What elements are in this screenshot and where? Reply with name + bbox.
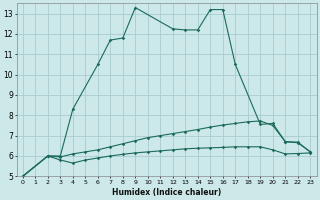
- X-axis label: Humidex (Indice chaleur): Humidex (Indice chaleur): [112, 188, 221, 197]
